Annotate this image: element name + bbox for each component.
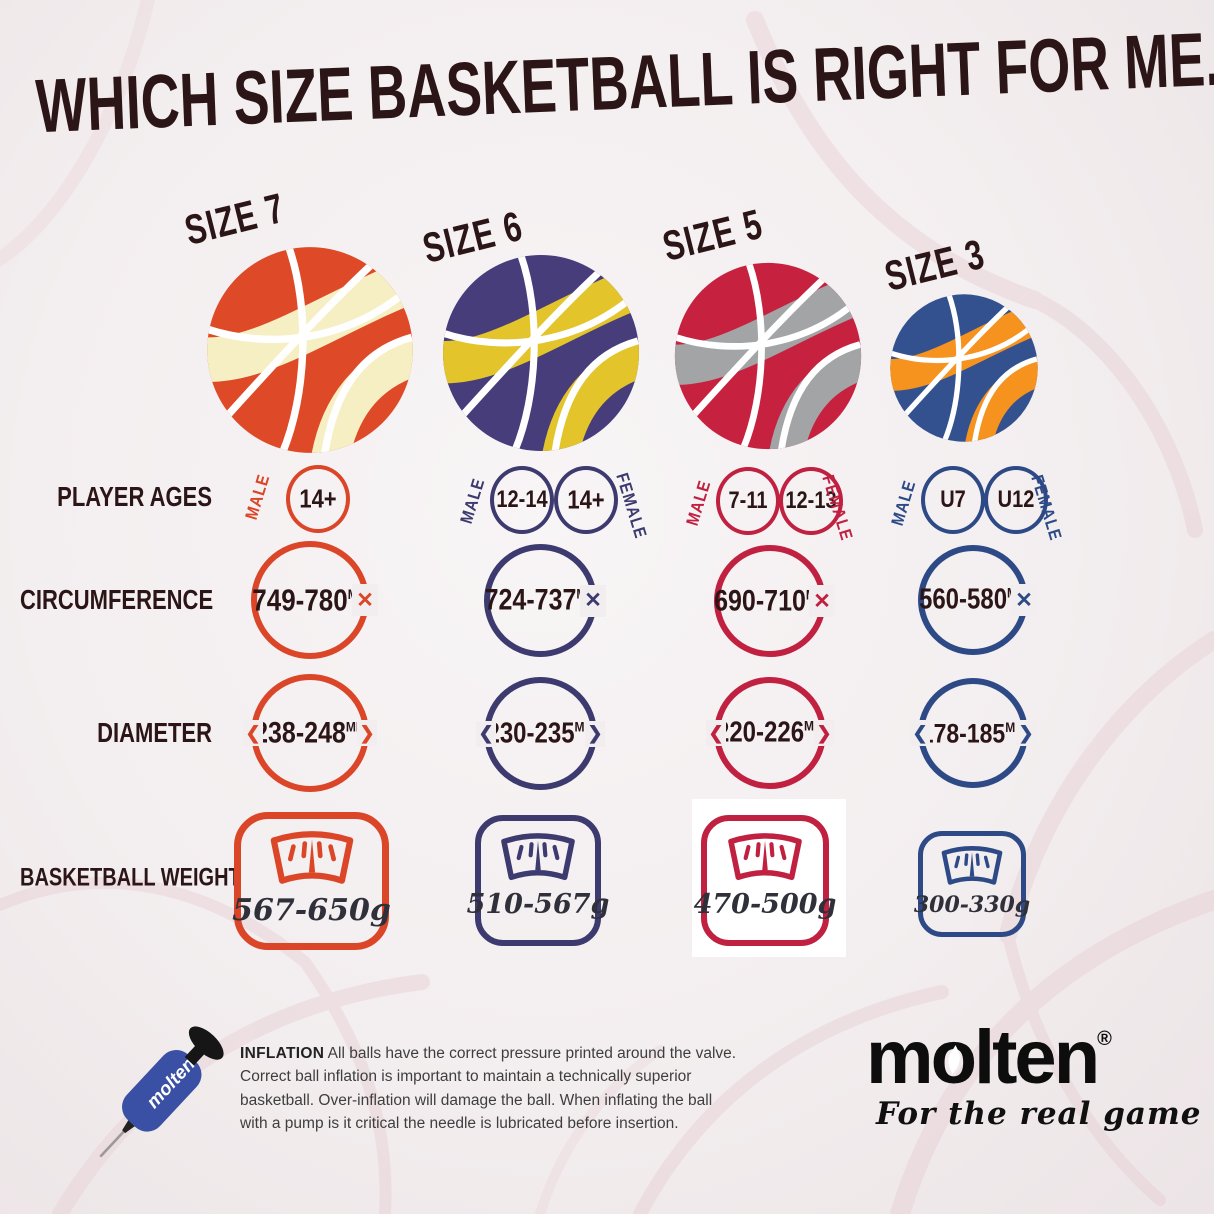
molten-flame-icon xyxy=(948,1045,960,1074)
row-label-basketball-weight: BASKETBALL WEIGHT xyxy=(20,864,241,892)
diameter-value: 220-226 xyxy=(715,716,805,749)
molten-logo-text: molten xyxy=(866,1015,1100,1100)
age-value: 7-11 xyxy=(728,487,768,514)
circumference-value: 724-737 xyxy=(484,583,577,617)
inflation-note: INFLATION All balls have the correct pre… xyxy=(240,1042,736,1135)
diameter-circle: 220-226MM ❮ ❯ xyxy=(706,677,834,789)
circumference-circle: 749-780MM ✕ xyxy=(251,541,378,659)
circumference-value: 690-710 xyxy=(714,583,806,617)
weight-value: 510-567g xyxy=(466,889,610,920)
scale-icon xyxy=(728,833,802,881)
basketball-size-7-icon xyxy=(207,247,413,453)
diameter-value: 230-235 xyxy=(486,716,575,749)
row-label-player-ages: PLAYER AGES xyxy=(57,480,212,512)
age-value: 12-14 xyxy=(496,486,548,513)
molten-logo: molten® xyxy=(866,1020,1112,1096)
diameter-value: 178-185 xyxy=(920,717,1006,748)
age-value: 12-13 xyxy=(785,487,837,514)
circumference-arrow-icon: ✕ xyxy=(1011,584,1037,616)
diameter-arrow-left-icon: ❮ xyxy=(706,720,726,746)
scale-icon xyxy=(270,831,353,884)
diameter-arrow-right-icon: ❯ xyxy=(357,720,377,746)
age-value: U12 xyxy=(997,486,1035,513)
age-circle: U7 xyxy=(921,466,985,534)
circumference-arrow-icon: ✕ xyxy=(352,584,378,616)
age-circle: U12 xyxy=(984,466,1048,534)
inflation-heading: INFLATION xyxy=(240,1045,325,1062)
scale-icon xyxy=(501,833,575,881)
diameter-arrow-right-icon: ❯ xyxy=(814,720,834,746)
age-value: 14+ xyxy=(567,484,605,515)
age-circle: 14+ xyxy=(554,466,618,534)
age-circle: 12-14 xyxy=(490,466,554,534)
diameter-arrow-left-icon: ❮ xyxy=(243,720,263,746)
inflation-line: basketball. Over-inflation will damage t… xyxy=(240,1091,713,1109)
weight-box: 567-650g xyxy=(232,812,391,950)
weight-value: 470-500g xyxy=(693,889,837,920)
row-label-diameter: DIAMETER xyxy=(97,716,212,748)
diameter-arrow-left-icon: ❮ xyxy=(910,720,930,746)
age-circle: 14+ xyxy=(286,465,350,533)
circumference-circle: 560-580MM ✕ xyxy=(918,545,1037,655)
weight-box: 470-500g xyxy=(694,815,836,946)
inflation-line: with a pump is it critical the needle is… xyxy=(240,1114,679,1132)
diameter-value: 238-248 xyxy=(254,715,346,749)
registered-mark: ® xyxy=(1097,1028,1112,1050)
pump-icon: molten xyxy=(99,1026,224,1158)
basketball-size-3-icon xyxy=(890,294,1038,442)
row-label-circumference: CIRCUMFERENCE xyxy=(20,583,214,615)
diameter-arrow-right-icon: ❯ xyxy=(1016,720,1036,746)
diameter-arrow-left-icon: ❮ xyxy=(476,720,496,747)
brand-tagline: For the real game xyxy=(876,1096,1202,1132)
basketball-size-6-icon xyxy=(443,255,639,451)
diameter-circle: 178-185MM ❮ ❯ xyxy=(910,678,1036,788)
circumference-arrow-icon: ✕ xyxy=(809,585,835,617)
weight-value: 300-330g xyxy=(913,892,1031,918)
inflation-line: All balls have the correct pressure prin… xyxy=(327,1045,737,1062)
scale-icon xyxy=(941,846,1003,885)
weight-box: 300-330g xyxy=(914,831,1030,937)
circumference-circle: 724-737MM ✕ xyxy=(484,544,606,657)
weight-box: 510-567g xyxy=(467,815,609,946)
age-circle: 7-11 xyxy=(716,467,780,535)
diameter-circle: 230-235MM ❮ ❯ xyxy=(476,677,605,790)
basketball-size-5-icon xyxy=(674,262,862,450)
age-value: 14+ xyxy=(299,483,337,514)
circumference-circle: 690-710MM ✕ xyxy=(714,545,835,657)
age-value: U7 xyxy=(940,486,966,513)
diameter-circle: 238-248MM ❮ ❯ xyxy=(243,674,377,792)
weight-value: 567-650g xyxy=(232,893,391,928)
inflation-line: Correct ball inflation is important to m… xyxy=(240,1068,692,1086)
circumference-value: 560-580 xyxy=(918,583,1008,616)
age-circle: 12-13 xyxy=(779,467,843,535)
circumference-arrow-icon: ✕ xyxy=(580,584,606,617)
circumference-value: 749-780 xyxy=(252,581,348,618)
diameter-arrow-right-icon: ❯ xyxy=(585,720,605,747)
